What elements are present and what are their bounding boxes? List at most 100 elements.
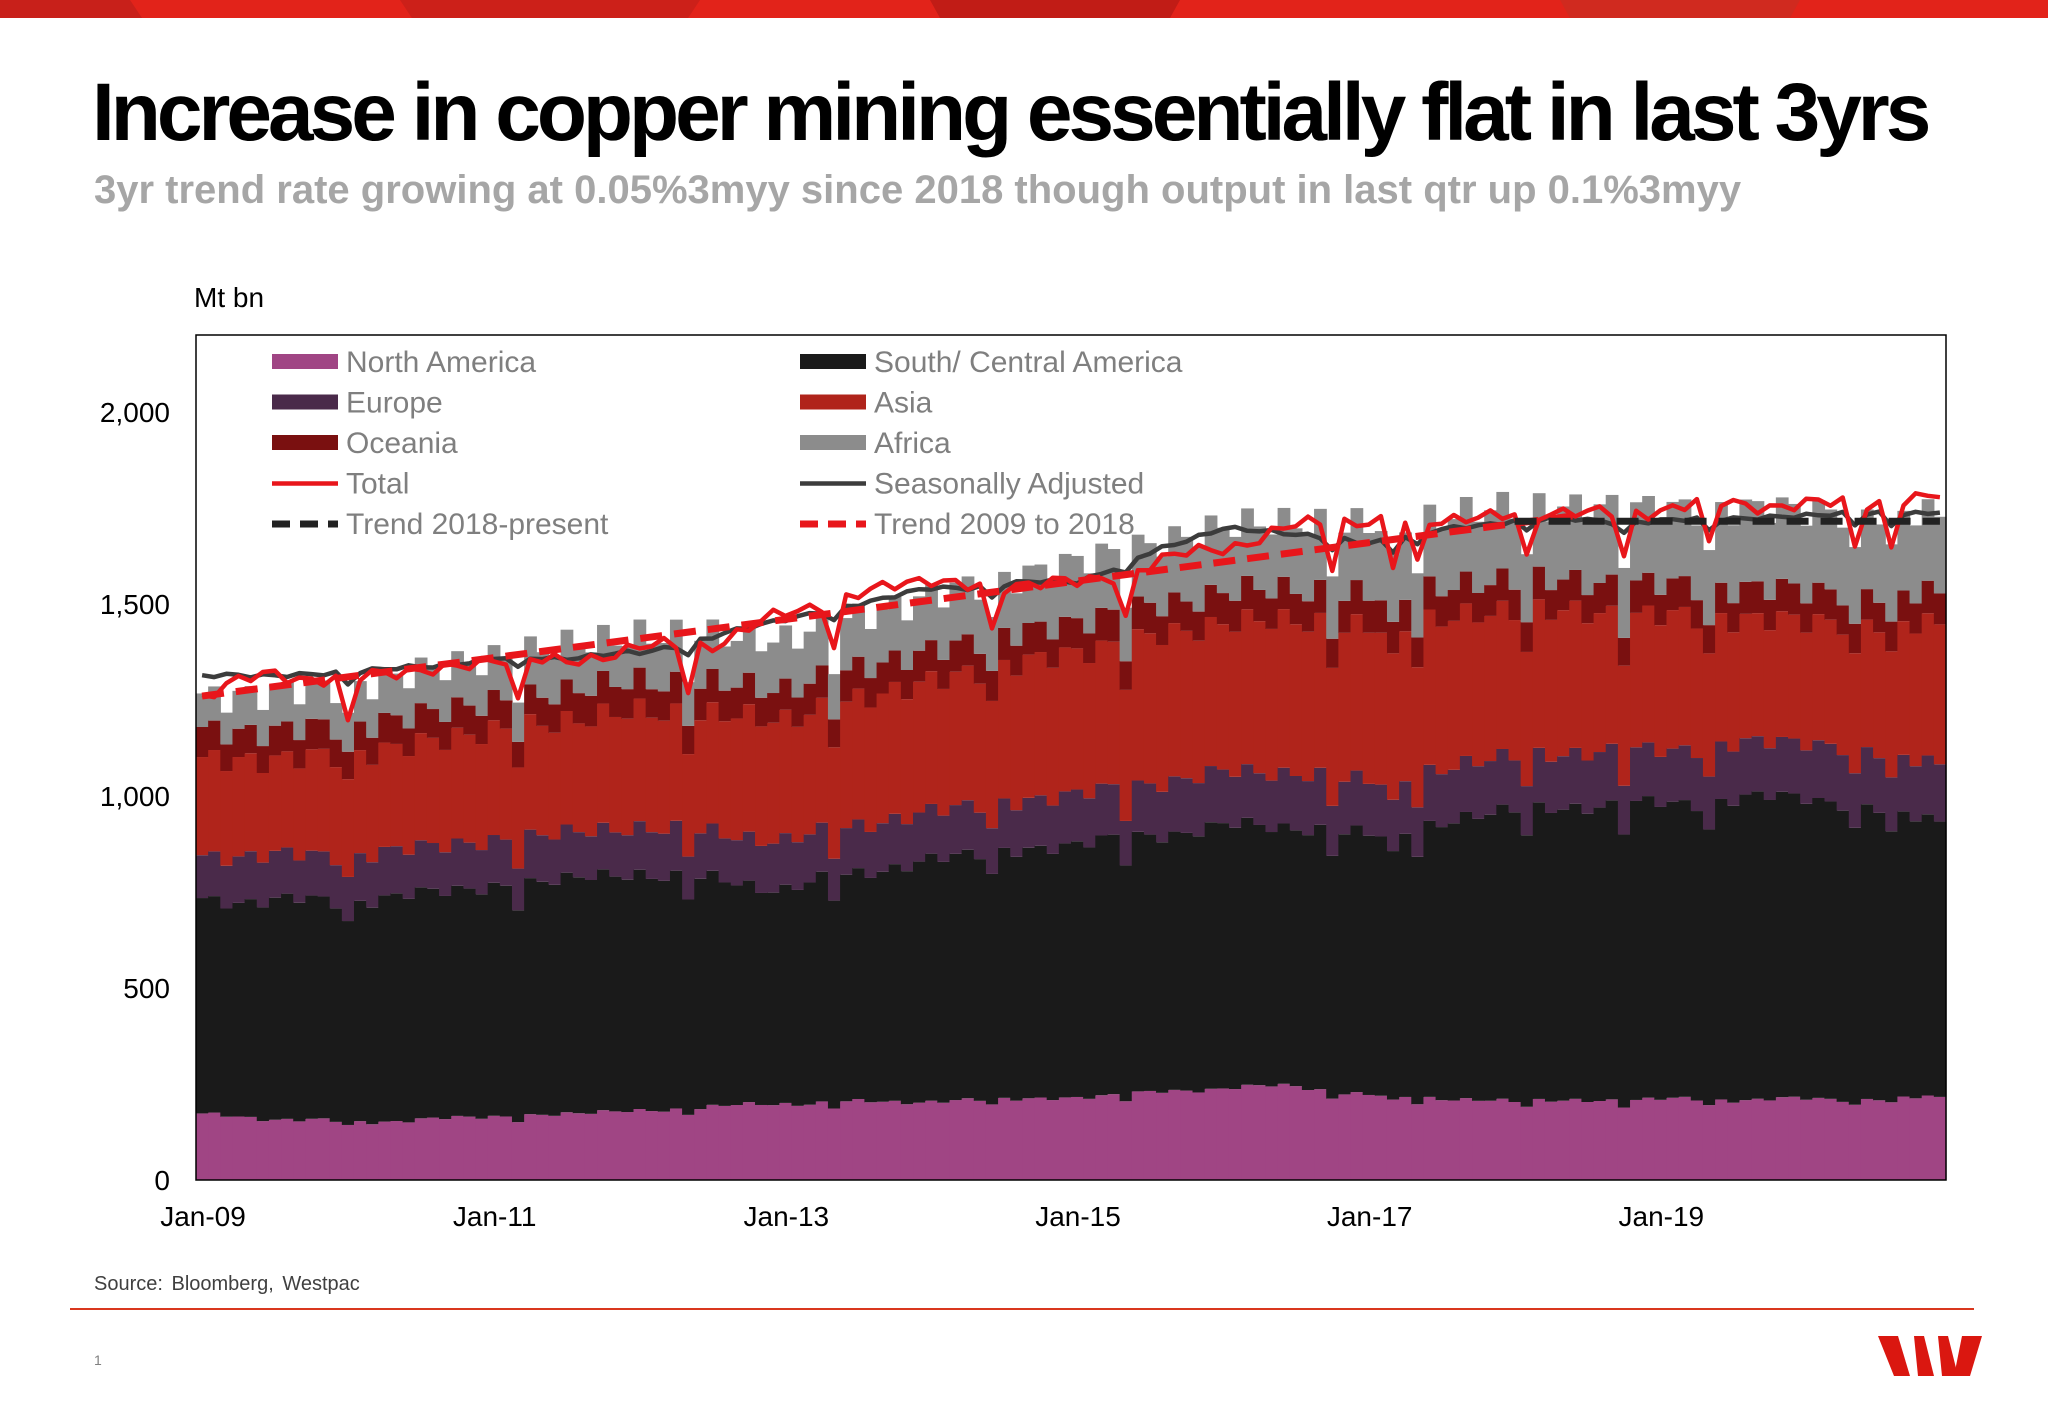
area-oceania-78 (1143, 602, 1157, 634)
area-africa-137 (1860, 509, 1874, 590)
legend-label-total: Total (346, 468, 409, 501)
area-north_america-96 (1362, 1094, 1376, 1180)
area-north_america-133 (1812, 1097, 1826, 1180)
area-asia-44 (730, 718, 744, 841)
area-europe-106 (1484, 761, 1497, 815)
area-north_america-45 (742, 1102, 756, 1180)
area-oceania-92 (1314, 579, 1327, 613)
area-south_central_america-114 (1581, 813, 1595, 1102)
area-oceania-88 (1265, 598, 1279, 629)
area-africa-57 (888, 597, 902, 651)
area-asia-80 (1168, 623, 1181, 777)
area-oceania-0 (196, 727, 209, 758)
area-asia-116 (1605, 605, 1619, 744)
area-africa-97 (1374, 531, 1388, 601)
area-south_central_america-124 (1702, 829, 1716, 1106)
area-north_america-113 (1569, 1098, 1583, 1180)
area-africa-47 (767, 642, 780, 694)
area-north_america-50 (803, 1104, 817, 1180)
area-europe-116 (1605, 743, 1619, 801)
area-africa-32 (584, 652, 598, 696)
area-south_central_america-50 (803, 882, 817, 1105)
area-north_america-48 (779, 1102, 793, 1180)
area-africa-23 (475, 675, 489, 716)
area-north_america-28 (536, 1114, 550, 1180)
area-europe-89 (1277, 767, 1291, 824)
area-north_america-55 (864, 1102, 878, 1180)
area-asia-92 (1314, 612, 1327, 768)
area-south_central_america-2 (220, 908, 234, 1117)
area-asia-134 (1824, 619, 1838, 744)
area-asia-99 (1399, 631, 1412, 782)
area-oceania-90 (1289, 593, 1303, 625)
area-asia-21 (451, 727, 464, 839)
area-europe-103 (1447, 769, 1461, 824)
area-oceania-134 (1824, 589, 1838, 620)
area-europe-4 (244, 851, 258, 900)
area-north_america-84 (1216, 1088, 1230, 1180)
area-asia-32 (584, 726, 598, 837)
area-europe-33 (597, 822, 610, 870)
area-asia-124 (1702, 653, 1716, 777)
area-africa-43 (718, 646, 732, 691)
area-asia-103 (1447, 620, 1461, 770)
area-north_america-121 (1666, 1097, 1680, 1180)
area-africa-14 (366, 699, 379, 738)
area-oceania-136 (1848, 623, 1862, 654)
area-oceania-36 (633, 667, 647, 699)
area-africa-24 (487, 645, 501, 691)
area-africa-61 (937, 607, 951, 660)
area-south_central_america-118 (1630, 800, 1643, 1100)
area-africa-22 (463, 663, 477, 706)
area-south_central_america-130 (1775, 791, 1789, 1098)
area-south_central_america-82 (1192, 836, 1206, 1093)
area-africa-49 (791, 648, 805, 698)
area-north_america-116 (1605, 1099, 1619, 1180)
area-south_central_america-86 (1241, 817, 1254, 1085)
area-south_central_america-21 (451, 885, 464, 1116)
area-oceania-8 (293, 740, 306, 769)
area-south_central_america-127 (1739, 794, 1753, 1101)
area-africa-123 (1690, 525, 1704, 601)
area-europe-143 (1933, 764, 1947, 822)
area-north_america-72 (1071, 1096, 1084, 1180)
area-europe-78 (1143, 783, 1157, 835)
area-south_central_america-3 (232, 902, 246, 1117)
area-north_america-129 (1763, 1100, 1777, 1180)
area-europe-127 (1739, 738, 1753, 795)
area-south_central_america-73 (1083, 847, 1096, 1099)
area-south_central_america-68 (1022, 847, 1036, 1099)
area-oceania-37 (645, 689, 659, 718)
area-asia-105 (1472, 622, 1485, 767)
area-europe-102 (1435, 774, 1449, 828)
area-asia-71 (1058, 647, 1072, 792)
area-asia-61 (937, 688, 951, 816)
area-oceania-121 (1666, 578, 1680, 611)
area-africa-2 (220, 712, 234, 745)
area-oceania-54 (852, 656, 865, 689)
area-europe-114 (1581, 760, 1595, 814)
area-oceania-42 (706, 669, 720, 703)
area-asia-23 (475, 744, 489, 851)
area-europe-126 (1727, 751, 1740, 806)
area-south_central_america-121 (1666, 801, 1680, 1098)
area-north_america-21 (451, 1115, 464, 1180)
area-europe-27 (524, 829, 537, 879)
area-north_america-78 (1143, 1090, 1157, 1180)
area-oceania-111 (1544, 590, 1558, 620)
area-africa-90 (1289, 528, 1303, 594)
area-asia-106 (1484, 615, 1497, 762)
area-oceania-63 (961, 634, 975, 666)
area-oceania-133 (1812, 582, 1826, 615)
area-oceania-15 (378, 712, 392, 743)
area-south_central_america-107 (1496, 804, 1510, 1099)
area-europe-60 (925, 803, 938, 854)
area-south_central_america-94 (1338, 834, 1352, 1095)
area-europe-87 (1253, 773, 1267, 825)
area-asia-97 (1374, 632, 1388, 785)
area-south_central_america-119 (1642, 796, 1655, 1098)
area-south_central_america-92 (1314, 824, 1327, 1090)
area-africa-21 (451, 651, 464, 698)
area-oceania-13 (353, 721, 367, 751)
area-africa-127 (1739, 499, 1753, 582)
